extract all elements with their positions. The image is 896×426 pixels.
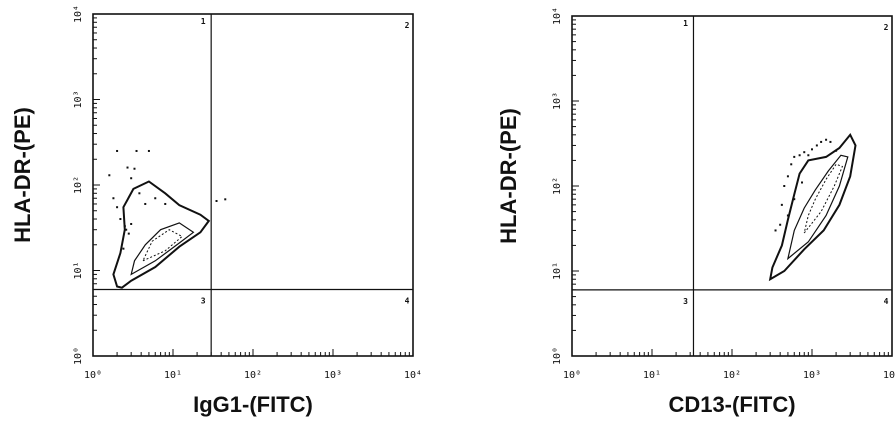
data-point	[783, 185, 786, 187]
plot-frame	[571, 15, 893, 357]
plot-right: 10⁰ 10¹ 10² 10³ 10⁴ 10⁰ 10¹ 10² 10³ 10⁴ 1 2 3 4 CD13-(…	[496, 7, 896, 417]
data-point	[779, 223, 782, 226]
data-point	[135, 149, 138, 152]
data-point	[130, 177, 133, 180]
y-tick-label: 10³	[73, 90, 84, 108]
quadrant-label: 2	[405, 21, 410, 30]
quadrant-label: 1	[683, 19, 688, 28]
x-tick-label: 10⁴	[883, 370, 896, 381]
data-point	[780, 203, 783, 206]
data-point	[815, 144, 818, 147]
data-point	[116, 149, 119, 152]
x-tick-label: 10²	[723, 370, 741, 381]
x-tick-label: 10⁴	[404, 370, 422, 381]
x-axis-title: IgG1-(FITC)	[193, 392, 313, 417]
data-point	[144, 202, 147, 205]
data-point	[127, 232, 130, 235]
data-point	[147, 149, 150, 152]
quadrant-label: 3	[201, 296, 206, 305]
y-tick-label: 10³	[552, 92, 563, 110]
y-axis-title: HLA-DR-(PE)	[496, 108, 521, 244]
y-tick-label: 10¹	[552, 262, 563, 280]
data-point	[793, 198, 796, 201]
data-point	[793, 155, 796, 158]
quadrant-label: 2	[884, 23, 889, 32]
contour-inner	[803, 163, 844, 234]
data-point	[108, 174, 111, 177]
data-point	[774, 229, 777, 232]
data-point	[215, 199, 218, 202]
y-tick-label: 10¹	[73, 261, 84, 279]
data-point	[154, 197, 157, 200]
data-point	[123, 225, 126, 228]
y-tick-label: 10⁰	[552, 347, 563, 365]
data-point	[786, 175, 789, 178]
data-point	[125, 228, 128, 231]
y-tick-label: 10²	[73, 176, 84, 194]
quadrant-label: 4	[884, 297, 889, 306]
data-point	[801, 181, 804, 184]
contour-outer	[768, 132, 857, 282]
data-point	[126, 166, 129, 169]
quadrant-label: 4	[405, 296, 410, 305]
data-point	[798, 154, 801, 157]
data-point	[133, 167, 136, 170]
quadrant-label: 3	[683, 297, 688, 306]
data-point	[811, 148, 813, 151]
data-point	[138, 192, 141, 195]
contour-inner	[141, 229, 183, 262]
data-point	[835, 149, 838, 152]
y-tick-label: 10⁰	[73, 347, 84, 365]
data-point	[790, 163, 793, 166]
x-tick-label: 10¹	[643, 370, 661, 381]
data-point	[829, 140, 832, 143]
data-point	[130, 222, 133, 225]
data-point	[820, 140, 823, 143]
contour-middle	[130, 222, 195, 276]
data-point	[116, 206, 119, 209]
x-axis-title: CD13-(FITC)	[668, 392, 795, 417]
y-tick-label: 10⁴	[552, 7, 563, 25]
data-point	[786, 214, 789, 217]
contour-outer	[112, 180, 211, 289]
x-tick-label: 10³	[803, 370, 821, 381]
data-point	[807, 154, 810, 157]
data-point	[825, 138, 828, 141]
x-tick-label: 10¹	[164, 370, 182, 381]
x-tick-label: 10³	[324, 370, 342, 381]
data-point	[164, 202, 167, 205]
data-point	[224, 198, 227, 201]
y-tick-label: 10²	[552, 177, 563, 195]
data-point	[122, 247, 125, 250]
plot-left: 10⁰ 10¹ 10² 10³ 10⁴ 10⁰ 10¹ 10² 10³ 10⁴ 1 2 3 4 IgG1-(…	[10, 5, 422, 417]
data-point	[119, 218, 122, 221]
y-tick-label: 10⁴	[73, 5, 84, 23]
x-tick-label: 10⁰	[563, 370, 581, 381]
y-axis-title: HLA-DR-(PE)	[10, 107, 35, 243]
contour-middle	[786, 154, 849, 261]
data-point	[803, 151, 806, 154]
data-point	[112, 197, 115, 200]
x-tick-label: 10⁰	[84, 370, 102, 381]
x-tick-label: 10²	[244, 370, 262, 381]
quadrant-label: 1	[201, 17, 206, 26]
